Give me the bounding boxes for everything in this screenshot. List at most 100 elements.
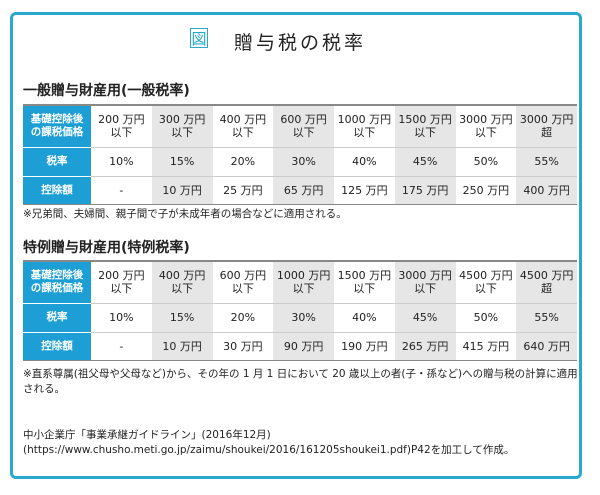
bracket-cell: 3000 万円 以下 bbox=[455, 104, 517, 147]
tax-table-general: 基礎控除後 の課税価格 200 万円 以下 300 万円 以下 400 万円 以下 600 万円… bbox=[23, 104, 577, 205]
bracket-cell: 1000 万円 以下 bbox=[273, 260, 334, 303]
bracket-amount: 600 万円 bbox=[219, 269, 267, 283]
bracket-qualifier: 以下 bbox=[171, 282, 194, 296]
deduction-cell: 125 万円 bbox=[334, 175, 395, 205]
deduction-cell: 90 万円 bbox=[273, 331, 334, 361]
table-row: 控除額 -10 万円 30 万円 90 万円 190 万円 265 万円 415 万円 640… bbox=[23, 331, 577, 361]
rate-cell: 40% bbox=[334, 146, 395, 176]
bracket-amount: 1000 万円 bbox=[337, 113, 392, 127]
label-line: 基礎控除後 の課税価格 bbox=[30, 269, 84, 295]
page-title: 贈与税の税率 bbox=[233, 32, 366, 54]
bracket-amount: 300 万円 bbox=[158, 113, 206, 127]
bracket-amount: 3000 万円 bbox=[459, 113, 513, 127]
bracket-qualifier: 以下 bbox=[414, 282, 437, 296]
row-header-taxable-value: 基礎控除後 の課税価格 bbox=[23, 260, 91, 304]
rate-cell: 15% bbox=[151, 146, 213, 176]
deduction-cell: 30 万円 bbox=[212, 331, 274, 361]
table-row: 税率 10% 15% 20% 30% 40% 45% 50% 55% bbox=[23, 302, 577, 333]
bracket-qualifier: 以下 bbox=[231, 126, 254, 140]
rate-cell: 20% bbox=[212, 302, 274, 332]
bracket-amount: 3000 万円 bbox=[398, 269, 452, 283]
bracket-qualifier: 以下 bbox=[171, 126, 194, 140]
deduction-cell: 10 万円 bbox=[151, 331, 213, 361]
bracket-cell: 3000 万円 以下 bbox=[394, 260, 456, 303]
bracket-cell: 3000 万円超 bbox=[516, 104, 577, 147]
rate-cell: 55% bbox=[516, 146, 577, 176]
figure-label: 図 bbox=[190, 28, 208, 48]
bracket-amount: 400 万円 bbox=[219, 113, 267, 127]
row-header-rate: 税率 bbox=[23, 302, 91, 333]
bracket-cell: 1500 万円 以下 bbox=[334, 260, 395, 303]
bracket-qualifier: 以下 bbox=[353, 282, 376, 296]
bracket-cell: 600 万円 以下 bbox=[273, 104, 334, 147]
bracket-amount: 400 万円 bbox=[158, 269, 206, 283]
row-header-taxable-value: 基礎控除後 の課税価格 bbox=[23, 104, 91, 148]
deduction-cell: 175 万円 bbox=[394, 175, 456, 205]
table-row: 控除額 -10 万円 25 万円 65 万円 125 万円 175 万円 250 万円 400… bbox=[23, 175, 577, 205]
deduction-cell: - bbox=[91, 175, 152, 205]
bracket-amount: 3000 万円 bbox=[519, 113, 574, 127]
rate-cell: 55% bbox=[516, 302, 577, 332]
bracket-amount: 4500 万円 bbox=[519, 269, 574, 283]
section-heading-special: 特例贈与財産用(特例税率) bbox=[23, 240, 190, 256]
bracket-amount: 1500 万円 bbox=[337, 269, 392, 283]
source-citation: 中小企業庁「事業承継ガイドライン」(2016年12月)(https://www.… bbox=[23, 429, 515, 456]
bracket-qualifier: 以下 bbox=[110, 126, 133, 140]
rate-cell: 10% bbox=[91, 302, 152, 332]
deduction-cell: 10 万円 bbox=[151, 175, 213, 205]
deduction-cell: 190 万円 bbox=[334, 331, 395, 361]
label-line: 基礎控除後 の課税価格 bbox=[30, 113, 84, 139]
bracket-cell: 600 万円 以下 bbox=[212, 260, 274, 303]
table-row: 税率 10% 15% 20% 30% 40% 45% 50% 55% bbox=[23, 146, 577, 177]
bracket-qualifier: 超 bbox=[541, 126, 553, 140]
bracket-cell: 300 万円 以下 bbox=[151, 104, 213, 147]
deduction-cell: 250 万円 bbox=[455, 175, 517, 205]
rate-cell: 40% bbox=[334, 302, 395, 332]
bracket-qualifier: 以下 bbox=[110, 282, 133, 296]
bracket-amount: 600 万円 bbox=[280, 113, 327, 127]
rate-cell: 50% bbox=[455, 302, 517, 332]
deduction-cell: 415 万円 bbox=[455, 331, 517, 361]
note-special: ※直系尊属(祖父母や父母など)から、その年の 1 月 1 日において 20 歳以… bbox=[23, 368, 578, 395]
note-general: ※兄弟間、夫婦間、親子間で子が未成年者の場合などに適用される。 bbox=[23, 208, 347, 220]
rate-cell: 30% bbox=[273, 146, 334, 176]
bracket-qualifier: 以下 bbox=[231, 282, 254, 296]
bracket-cell: 400 万円 以下 bbox=[212, 104, 274, 147]
rate-cell: 45% bbox=[394, 302, 456, 332]
bracket-amount: 1500 万円 bbox=[398, 113, 452, 127]
rate-cell: 15% bbox=[151, 302, 213, 332]
row-header-rate: 税率 bbox=[23, 146, 91, 177]
deduction-cell: 400 万円 bbox=[516, 175, 577, 205]
row-header-deduction: 控除額 bbox=[23, 331, 91, 361]
table-row: 基礎控除後 の課税価格 200 万円 以下 300 万円 以下 400 万円 以下 600 万円… bbox=[23, 104, 577, 148]
deduction-cell: 640 万円 bbox=[516, 331, 577, 361]
bracket-amount: 4500 万円 bbox=[459, 269, 513, 283]
bracket-cell: 1500 万円 以下 bbox=[394, 104, 456, 147]
bracket-cell: 400 万円 以下 bbox=[151, 260, 213, 303]
bracket-qualifier: 以下 bbox=[353, 126, 376, 140]
bracket-qualifier: 以下 bbox=[292, 282, 315, 296]
bracket-cell: 200 万円 以下 bbox=[91, 260, 152, 303]
bracket-amount: 200 万円 bbox=[98, 113, 145, 127]
bracket-amount: 200 万円 bbox=[98, 269, 145, 283]
bracket-qualifier: 超 bbox=[541, 282, 553, 296]
bracket-cell: 200 万円 以下 bbox=[91, 104, 152, 147]
rate-cell: 50% bbox=[455, 146, 517, 176]
bracket-qualifier: 以下 bbox=[292, 126, 315, 140]
bracket-qualifier: 以下 bbox=[474, 282, 497, 296]
bracket-qualifier: 以下 bbox=[414, 126, 437, 140]
tax-table-special: 基礎控除後 の課税価格 200 万円 以下 400 万円 以下 600 万円 以下 1000 万… bbox=[23, 260, 577, 361]
deduction-cell: 25 万円 bbox=[212, 175, 274, 205]
bracket-cell: 1000 万円 以下 bbox=[334, 104, 395, 147]
figure-frame bbox=[10, 12, 582, 479]
bracket-amount: 1000 万円 bbox=[276, 269, 331, 283]
rate-cell: 45% bbox=[394, 146, 456, 176]
bracket-cell: 4500 万円 以下 bbox=[455, 260, 517, 303]
section-heading-general: 一般贈与財産用(一般税率) bbox=[23, 83, 190, 99]
bracket-cell: 4500 万円超 bbox=[516, 260, 577, 303]
table-row: 基礎控除後 の課税価格 200 万円 以下 400 万円 以下 600 万円 以下 1000 万… bbox=[23, 260, 577, 304]
rate-cell: 30% bbox=[273, 302, 334, 332]
deduction-cell: 65 万円 bbox=[273, 175, 334, 205]
deduction-cell: - bbox=[91, 331, 152, 361]
rate-cell: 10% bbox=[91, 146, 152, 176]
